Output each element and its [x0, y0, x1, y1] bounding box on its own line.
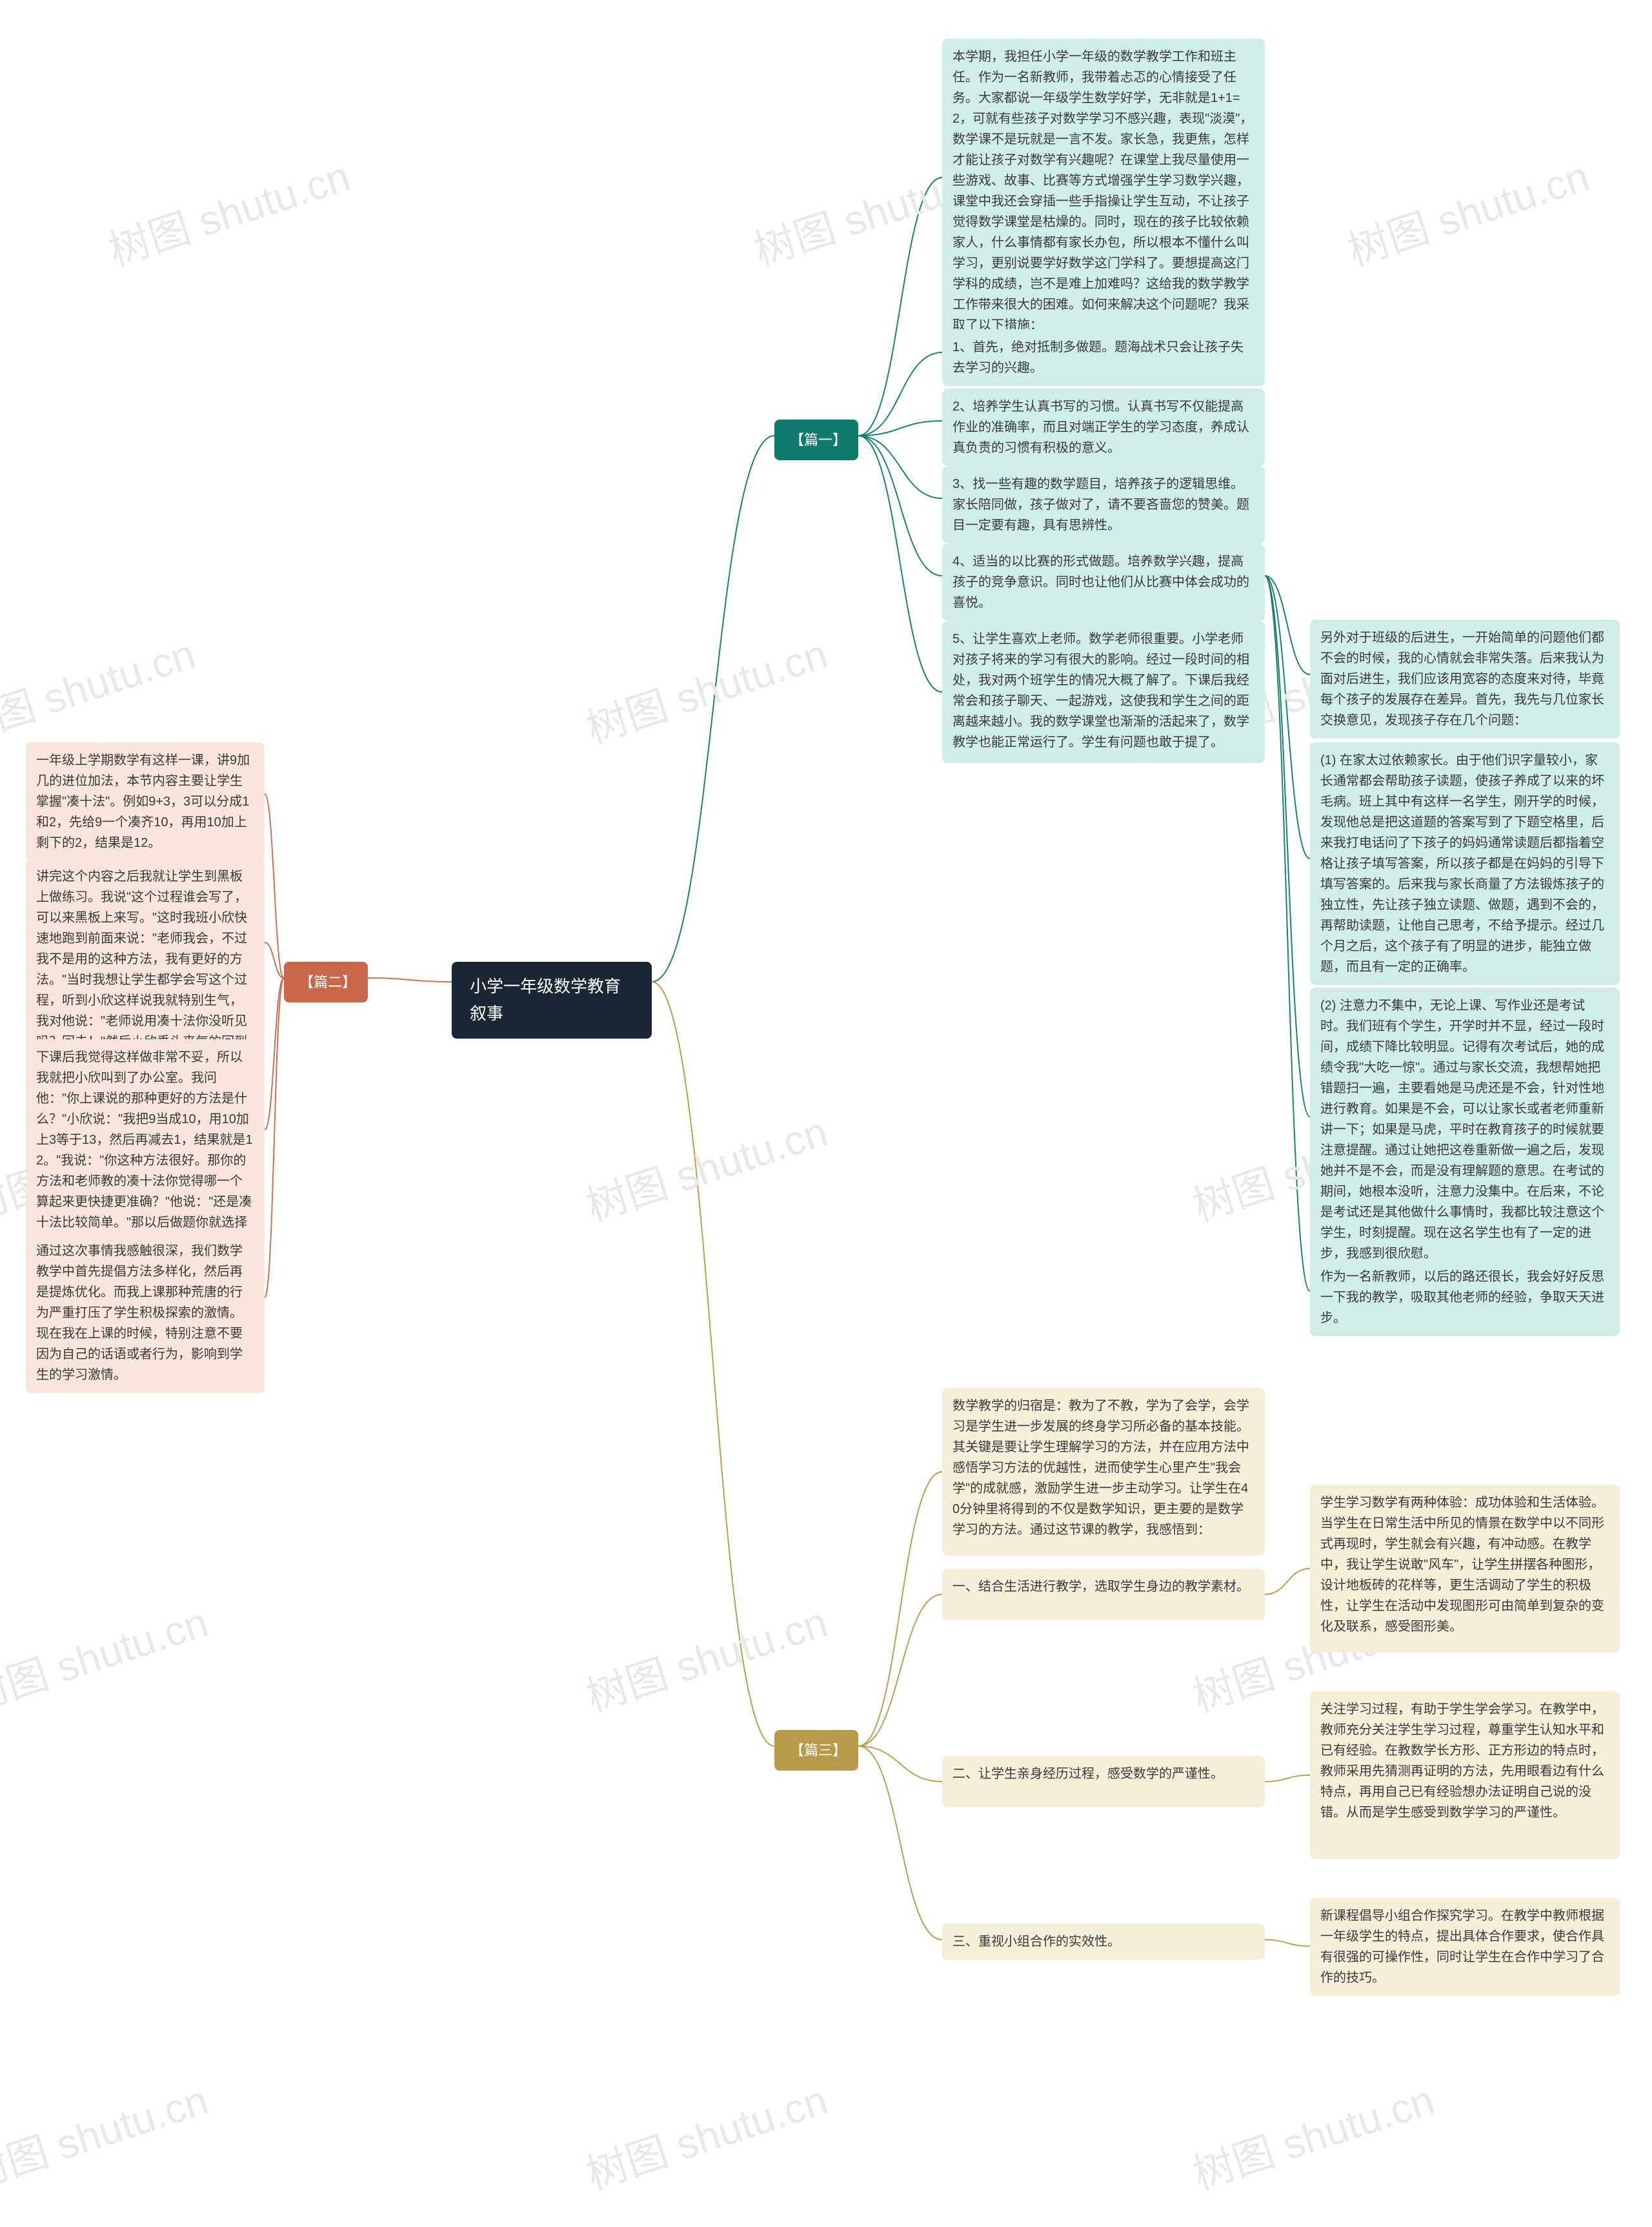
leaf-node[interactable]: 4、适当的以比赛的形式做题。培养数学兴趣，提高孩子的竞争意识。同时也让他们从比赛… — [942, 544, 1265, 621]
watermark: 树图 shutu.cn — [1184, 2067, 1440, 2201]
watermark: 树图 shutu.cn — [0, 1589, 214, 1723]
leaf-node[interactable]: 一年级上学期数学有这样一课，讲9加几的进位加法，本节内容主要让学生掌握"凑十法"… — [26, 742, 265, 861]
leaf-node[interactable]: 新课程倡导小组合作探究学习。在教学中教师根据一年级学生的特点，提出具体合作要求，… — [1310, 1898, 1620, 1996]
leaf-node[interactable]: 2、培养学生认真书写的习惯。认真书写不仅能提高作业的准确率，而且对端正学生的学习… — [942, 389, 1265, 466]
watermark: 树图 shutu.cn — [1339, 143, 1595, 277]
watermark: 树图 shutu.cn — [100, 143, 356, 277]
leaf-node[interactable]: 一、结合生活进行教学，选取学生身边的教学素材。 — [942, 1569, 1265, 1620]
watermark: 树图 shutu.cn — [578, 1589, 834, 1723]
branch-node[interactable]: 【篇一】 — [774, 420, 858, 460]
mindmap-canvas: 树图 shutu.cn 树图 shutu.cn 树图 shutu.cn 树图 shut… — [0, 0, 1652, 2227]
leaf-node[interactable]: 1、首先，绝对抵制多做题。题海战术只会让孩子失去学习的兴趣。 — [942, 329, 1265, 386]
leaf-node[interactable]: 本学期，我担任小学一年级的数学教学工作和班主任。作为一名新教师，我带着忐忑的心情… — [942, 39, 1265, 343]
branch-node[interactable]: 【篇二】 — [284, 962, 368, 1002]
leaf-node[interactable]: (1) 在家太过依赖家长。由于他们识字量较小，家长通常都会帮助孩子读题，使孩子养… — [1310, 742, 1620, 985]
leaf-node[interactable]: 作为一名新教师，以后的路还很长，我会好好反思一下我的教学，吸取其他老师的经验，争… — [1310, 1259, 1620, 1336]
leaf-node[interactable]: 关注学习过程，有助于学生学会学习。在教学中，教师充分关注学生学习过程，尊重学生认… — [1310, 1691, 1620, 1859]
leaf-node[interactable]: 通过这次事情我感触很深，我们数学教学中首先提倡方法多样化，然后再是提炼优化。而我… — [26, 1233, 265, 1393]
branch-node[interactable]: 【篇三】 — [774, 1730, 858, 1771]
leaf-node[interactable]: 3、找一些有趣的数学题目，培养孩子的逻辑思维。家长陪同做，孩子做对了，请不要吝啬… — [942, 466, 1265, 544]
root-node[interactable]: 小学一年级数学教育叙事 — [452, 962, 652, 1039]
leaf-node[interactable]: 数学教学的归宿是：教为了不教，学为了会学，会学习是学生进一步发展的终身学习所必备… — [942, 1388, 1265, 1556]
watermark: 树图 shutu.cn — [0, 2067, 214, 2201]
leaf-node[interactable]: 下课后我觉得这样做非常不妥，所以我就把小欣叫到了办公室。我问他："你上课说的那种… — [26, 1039, 265, 1261]
watermark: 树图 shutu.cn — [578, 1099, 834, 1232]
leaf-node[interactable]: 另外对于班级的后进生，一开始简单的问题他们都不会的时候，我的心情就会非常失落。后… — [1310, 620, 1620, 738]
watermark: 树图 shutu.cn — [578, 621, 834, 755]
leaf-node[interactable]: 二、让学生亲身经历过程，感受数学的严谨性。 — [942, 1756, 1265, 1807]
leaf-node[interactable]: 5、让学生喜欢上老师。数学老师很重要。小学老师对孩子将来的学习有很大的影响。经过… — [942, 621, 1265, 763]
watermark: 树图 shutu.cn — [578, 2067, 834, 2201]
leaf-node[interactable]: (2) 注意力不集中，无论上课、写作业还是考试时。我们班有个学生，开学时并不显，… — [1310, 988, 1620, 1272]
watermark: 树图 shutu.cn — [0, 621, 201, 755]
leaf-node[interactable]: 三、重视小组合作的实效性。 — [942, 1924, 1265, 1960]
leaf-node[interactable]: 学生学习数学有两种体验：成功体验和生活体验。当学生在日常生活中所见的情景在数学中… — [1310, 1485, 1620, 1652]
